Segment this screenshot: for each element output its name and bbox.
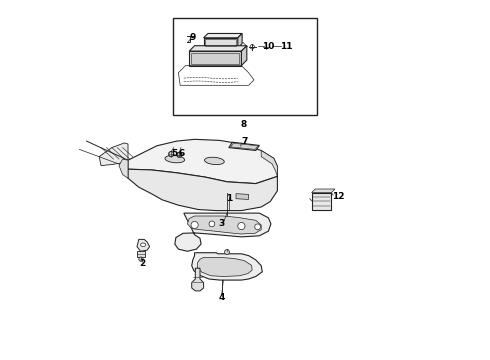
Bar xyxy=(173,18,317,115)
Ellipse shape xyxy=(141,243,146,247)
Polygon shape xyxy=(197,257,252,276)
Text: 7: 7 xyxy=(242,137,248,146)
Text: 3: 3 xyxy=(219,220,225,229)
Text: 6: 6 xyxy=(179,149,185,158)
Circle shape xyxy=(238,222,245,230)
Polygon shape xyxy=(189,51,242,66)
Text: 4: 4 xyxy=(219,292,225,302)
Text: 5: 5 xyxy=(172,149,178,158)
Polygon shape xyxy=(229,142,259,150)
Polygon shape xyxy=(242,46,247,66)
Circle shape xyxy=(255,224,261,230)
Text: 12: 12 xyxy=(332,192,345,201)
Circle shape xyxy=(224,249,229,255)
Polygon shape xyxy=(231,143,258,149)
Polygon shape xyxy=(238,33,242,48)
Bar xyxy=(137,251,145,257)
Text: 9: 9 xyxy=(190,33,196,42)
Polygon shape xyxy=(119,159,128,178)
Polygon shape xyxy=(192,253,262,280)
Polygon shape xyxy=(189,46,247,51)
Text: 2: 2 xyxy=(139,259,146,268)
Ellipse shape xyxy=(165,156,185,163)
Polygon shape xyxy=(187,216,261,234)
Bar xyxy=(192,53,239,64)
Circle shape xyxy=(209,221,215,227)
Polygon shape xyxy=(128,139,277,184)
Circle shape xyxy=(169,152,174,157)
Bar xyxy=(312,193,331,210)
Polygon shape xyxy=(99,143,128,166)
Polygon shape xyxy=(175,213,271,251)
Circle shape xyxy=(139,257,143,261)
Polygon shape xyxy=(312,189,335,193)
Text: 10: 10 xyxy=(262,42,274,51)
Circle shape xyxy=(177,152,182,157)
Polygon shape xyxy=(137,239,149,251)
Polygon shape xyxy=(204,33,242,38)
Polygon shape xyxy=(192,268,204,291)
Text: 11: 11 xyxy=(280,42,293,51)
Polygon shape xyxy=(261,150,277,176)
Ellipse shape xyxy=(204,157,224,165)
Polygon shape xyxy=(236,194,248,199)
Bar xyxy=(205,39,236,46)
Text: 1: 1 xyxy=(226,194,232,203)
Text: 8: 8 xyxy=(240,120,246,129)
Polygon shape xyxy=(128,169,277,211)
Polygon shape xyxy=(204,38,238,48)
Circle shape xyxy=(191,221,198,229)
